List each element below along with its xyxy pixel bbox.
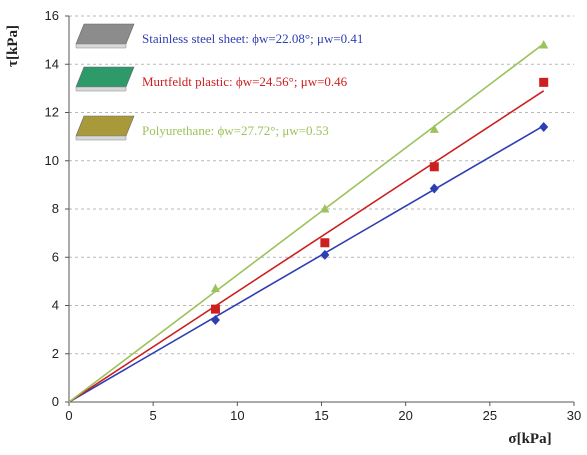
- material-swatch-2: [75, 66, 135, 88]
- y-tick-label-4: 4: [52, 298, 59, 313]
- point-series-3-3: [429, 124, 439, 133]
- series-labels: Stainless steel sheet: ϕw=22.08°; μw=0.4…: [75, 23, 363, 141]
- x-tick-label-5: 5: [150, 408, 157, 423]
- x-tick-label-30: 30: [567, 408, 581, 423]
- series-label-3: Polyurethane: ϕw=27.72°; μw=0.53: [75, 115, 329, 141]
- point-series-3-2: [320, 204, 330, 213]
- point-series-2-4: [539, 77, 549, 87]
- y-tick-label-16: 16: [45, 8, 59, 23]
- fit-line-series-2: [68, 90, 545, 403]
- tick-labels: 0 5 10 15 20 25 30 0 2 4 6 8 10 12 14 16: [45, 8, 582, 423]
- x-tick-label-15: 15: [314, 408, 328, 423]
- fit-line-series-1: [68, 125, 545, 403]
- x-tick-label-20: 20: [398, 408, 412, 423]
- series-label-1: Stainless steel sheet: ϕw=22.08°; μw=0.4…: [75, 23, 363, 49]
- data-points: [210, 39, 549, 325]
- point-series-2-1: [210, 304, 220, 314]
- material-swatch-edge-1: [75, 43, 127, 49]
- point-series-1-2: [320, 249, 330, 260]
- fit-lines: [68, 43, 545, 403]
- x-tick-label-25: 25: [483, 408, 497, 423]
- gridlines: [69, 15, 574, 355]
- fit-line-series-3: [68, 43, 545, 403]
- point-series-3-1: [210, 283, 220, 293]
- y-tick-label-2: 2: [52, 346, 59, 361]
- y-tick-label-10: 10: [45, 153, 59, 168]
- material-swatch-edge-2: [75, 86, 127, 92]
- y-tick-label-6: 6: [52, 249, 59, 264]
- point-series-2-2: [320, 238, 330, 248]
- point-series-3-4: [539, 39, 549, 49]
- series-label-2: Murtfeldt plastic: ϕw=24.56°; μw=0.46: [75, 66, 348, 92]
- series-label-text-2: Murtfeldt plastic: ϕw=24.56°; μw=0.46: [142, 74, 348, 89]
- x-tick-label-0: 0: [65, 408, 72, 423]
- point-series-1-1: [210, 314, 220, 325]
- point-series-1-3: [429, 183, 439, 194]
- y-tick-label-14: 14: [45, 56, 59, 71]
- y-tick-label-12: 12: [45, 105, 59, 120]
- point-series-1-4: [539, 121, 549, 132]
- material-swatch-edge-3: [75, 135, 127, 141]
- series-label-text-3: Polyurethane: ϕw=27.72°; μw=0.53: [142, 123, 329, 138]
- y-tick-label-8: 8: [52, 201, 59, 216]
- x-tick-label-10: 10: [230, 408, 244, 423]
- material-swatch-1: [75, 23, 135, 45]
- material-swatch-3: [75, 115, 135, 137]
- y-axis-label: τ[kPa]: [5, 25, 21, 67]
- point-series-2-3: [429, 162, 439, 172]
- series-label-text-1: Stainless steel sheet: ϕw=22.08°; μw=0.4…: [142, 31, 363, 46]
- y-tick-label-0: 0: [52, 394, 59, 409]
- x-axis-label: σ[kPa]: [508, 431, 551, 447]
